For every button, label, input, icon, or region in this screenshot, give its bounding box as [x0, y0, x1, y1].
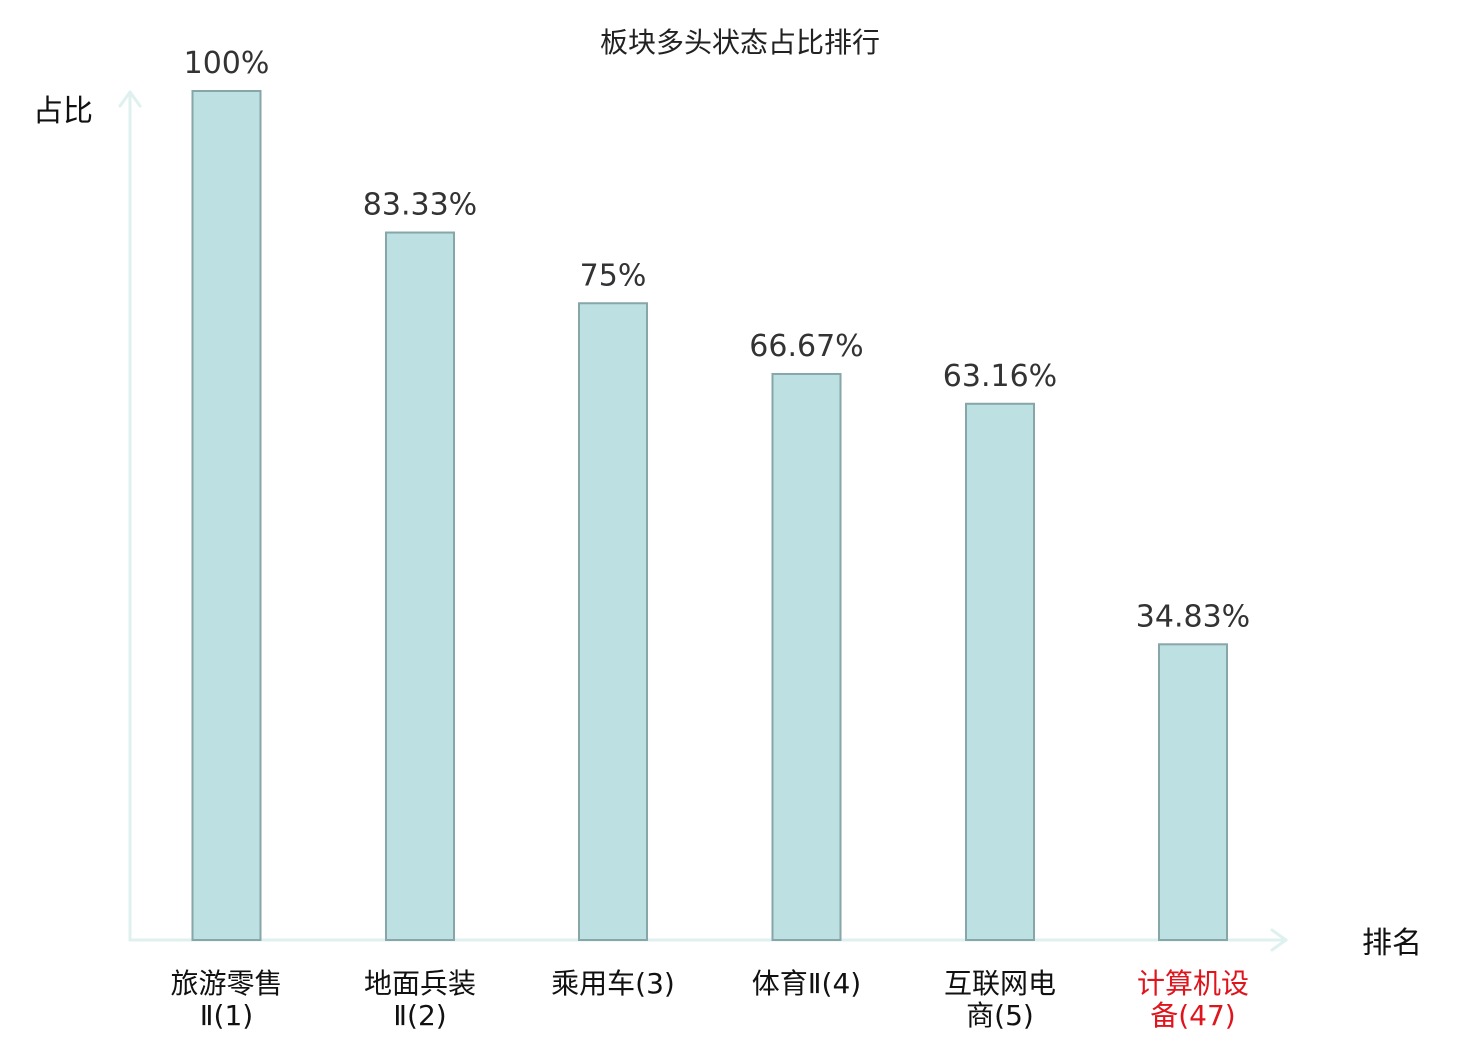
category-label-1-line-2: Ⅱ(1)	[200, 999, 253, 1032]
category-label-6-line-1: 计算机设	[1137, 967, 1249, 1000]
value-label-5: 63.16%	[943, 359, 1057, 394]
value-label-4: 66.67%	[749, 329, 863, 364]
bar-6	[1158, 643, 1228, 941]
bar-2	[385, 231, 455, 941]
value-label-2: 83.33%	[363, 188, 477, 223]
category-label-5: 互联网电商(5)	[944, 967, 1056, 1032]
category-labels: 旅游零售 Ⅱ(1) 地面兵装 Ⅱ(2) 乘用车(3) 体育Ⅱ(4) 互联网电商(5) 计算机设…	[170, 967, 1249, 1032]
value-label-6: 34.83%	[1136, 599, 1250, 634]
y-axis-label: 占比	[33, 94, 93, 129]
category-label-3: 乘用车(3)	[551, 967, 675, 1000]
bar-1	[191, 90, 262, 941]
value-label-1: 100%	[184, 46, 270, 81]
y-axis	[118, 90, 142, 942]
category-label-4-line-1: 体育Ⅱ(4)	[752, 967, 861, 1000]
bar-4	[771, 372, 842, 942]
value-label-3: 75%	[580, 258, 647, 293]
category-label-1-line-1: 旅游零售	[170, 967, 282, 1000]
category-label-6: 计算机设备(47)	[1137, 967, 1249, 1032]
category-label-2-line-1: 地面兵装	[364, 967, 476, 1000]
chart-title: 板块多头状态占比排行	[600, 26, 880, 59]
category-label-6-line-2: 备(47)	[1150, 999, 1235, 1032]
category-label-3-line-1: 乘用车(3)	[551, 967, 675, 1000]
x-axis	[128, 928, 1288, 952]
category-label-5-line-1: 互联网电	[944, 967, 1056, 1000]
category-label-2: 地面兵装 Ⅱ(2)	[364, 967, 476, 1032]
category-label-4: 体育Ⅱ(4)	[752, 967, 861, 1000]
value-labels: 100% 83.33% 75% 66.67% 63.16% 34.83%	[184, 46, 1251, 634]
bar-5	[965, 402, 1035, 941]
category-label-1: 旅游零售 Ⅱ(1)	[170, 967, 282, 1032]
category-label-5-line-2: 商(5)	[966, 999, 1034, 1032]
x-axis-label: 排名	[1362, 926, 1422, 961]
category-label-2-line-2: Ⅱ(2)	[393, 999, 446, 1032]
bar-3	[578, 302, 648, 941]
bars	[191, 90, 1228, 942]
